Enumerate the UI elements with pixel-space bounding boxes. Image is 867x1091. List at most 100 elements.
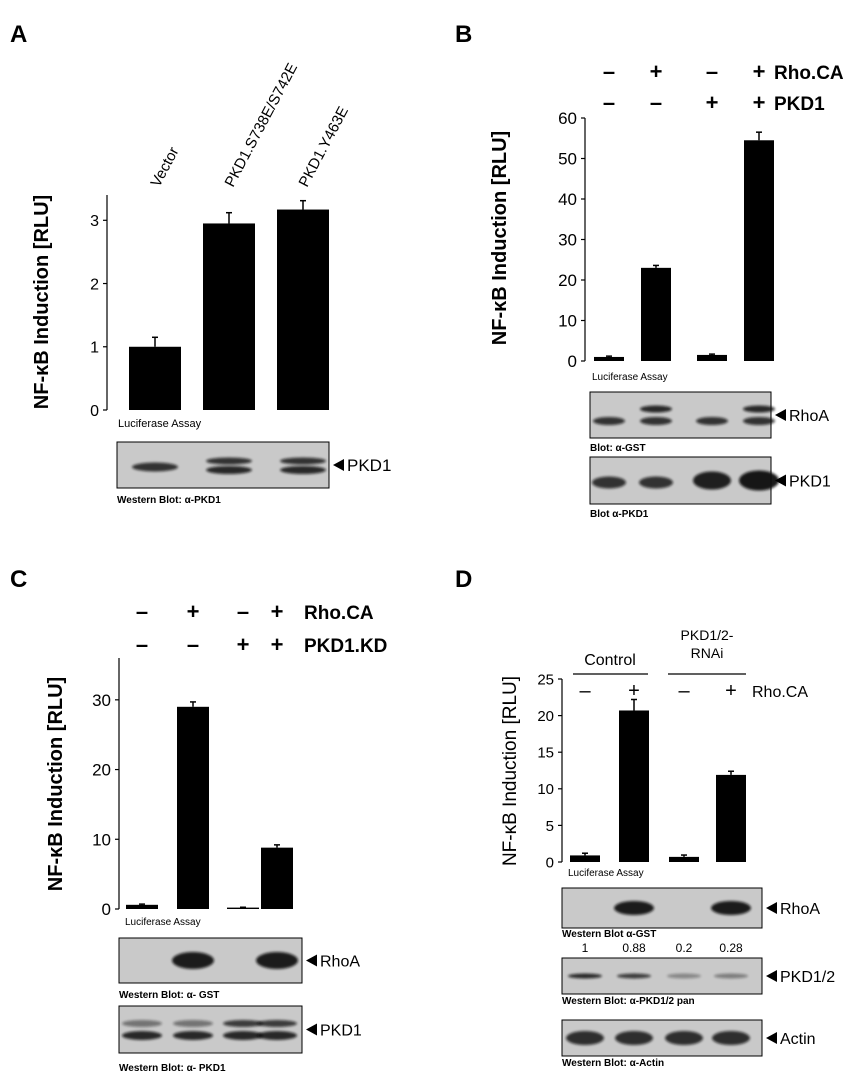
band-label: PKD1 (789, 474, 831, 491)
blot-band (712, 1031, 750, 1045)
category-label: Vector (148, 144, 183, 190)
panel-letter-b: B (455, 21, 472, 48)
y-axis-label: NF-κB Induction [RLU] (31, 195, 53, 409)
blot-band (667, 973, 701, 979)
blot-band (665, 1031, 703, 1045)
y-tick-label: 15 (537, 745, 554, 762)
blot-band (257, 1031, 297, 1040)
y-tick-label: 10 (558, 312, 577, 331)
y-axis-label: NF-κB Induction [RLU] (500, 676, 521, 866)
blot-band (593, 417, 625, 425)
panel-d: 0 5 10 15 20 25 NF-κB Induction [RLU] Luciferas… (500, 627, 835, 1069)
bar (277, 209, 329, 410)
panel-letter-c: C (10, 566, 27, 593)
condition-sign: – (603, 59, 615, 84)
y-tick-label: 2 (90, 276, 99, 293)
blot-band (639, 476, 673, 489)
condition-label: Rho.CA (774, 63, 844, 84)
blot-band (206, 466, 252, 474)
y-tick-label: 20 (537, 708, 554, 725)
blot-band (206, 457, 252, 465)
condition-sign: + (187, 599, 200, 624)
y-axis-label: NF-κB Induction [RLU] (45, 677, 67, 891)
band-arrow-icon (766, 970, 777, 982)
blot-band (566, 1031, 604, 1045)
group-label-line: PKD1/2- (681, 627, 734, 643)
condition-sign: – (237, 599, 249, 624)
condition-label: PKD1 (774, 94, 825, 115)
band-arrow-icon (306, 954, 317, 967)
condition-sign: – (650, 90, 662, 115)
y-tick-label: 30 (558, 231, 577, 250)
condition-label: Rho.CA (752, 684, 808, 701)
y-tick-label: 60 (558, 109, 577, 128)
bar (594, 356, 624, 361)
panel-letter-d: D (455, 566, 472, 593)
band-label: RhoA (320, 954, 360, 971)
condition-sign: – (579, 680, 591, 702)
blot-caption: Blot α-PKD1 (590, 509, 649, 520)
band-arrow-icon (766, 902, 777, 914)
y-tick-label: 10 (537, 781, 554, 798)
bar (669, 856, 699, 862)
group-label-rnai: PKD1/2- RNAi (681, 627, 734, 661)
group-label-control: Control (584, 652, 636, 669)
condition-sign: – (136, 599, 148, 624)
condition-sign: – (678, 680, 690, 702)
bar (641, 267, 671, 361)
blot-caption: Blot: α-GST (590, 443, 646, 454)
bar (177, 706, 209, 909)
condition-label: Rho.CA (304, 603, 374, 624)
condition-sign: – (136, 632, 148, 657)
condition-sign: – (603, 90, 615, 115)
blot-band (592, 476, 626, 489)
blot-band (614, 901, 654, 915)
blot-band (223, 1020, 263, 1027)
y-tick-label: 0 (546, 854, 554, 871)
band-label: PKD1 (320, 1023, 362, 1040)
condition-label: PKD1.KD (304, 636, 387, 657)
blot-band (743, 405, 775, 413)
bar (697, 354, 727, 361)
band-label: RhoA (780, 901, 820, 918)
band-arrow-icon (775, 474, 786, 487)
blot-band (640, 405, 672, 413)
y-tick-label: 0 (102, 900, 111, 919)
condition-sign: + (271, 632, 284, 657)
band-arrow-icon (306, 1023, 317, 1036)
blot-band (711, 901, 751, 915)
quantification-value: 0.2 (676, 941, 693, 955)
blot-band (122, 1020, 162, 1027)
band-arrow-icon (766, 1032, 777, 1044)
y-tick-label: 0 (90, 403, 99, 420)
blot-band (739, 470, 779, 491)
y-tick-label: 10 (92, 830, 111, 849)
condition-sign: + (706, 90, 719, 115)
y-tick-label: 20 (92, 761, 111, 780)
blot-band (280, 466, 326, 474)
blot-band (173, 1020, 213, 1027)
y-tick-label: 1 (90, 340, 99, 357)
blot-band (617, 973, 651, 979)
blot-band (172, 952, 214, 969)
blot-band (223, 1031, 263, 1040)
bar (227, 907, 259, 909)
y-tick-label: 50 (558, 150, 577, 169)
bar (261, 847, 293, 909)
blot-frame (589, 391, 772, 439)
bar (129, 346, 181, 410)
panel-letter-a: A (10, 21, 27, 48)
blot-band (640, 417, 672, 425)
quantification-value: 0.88 (622, 941, 646, 955)
band-arrow-icon (333, 459, 344, 471)
group-label-line: RNAi (691, 645, 724, 661)
y-tick-label: 20 (558, 271, 577, 290)
blot-band (257, 1020, 297, 1027)
blot-caption: Western Blot: α-Actin (562, 1058, 664, 1069)
blot-caption: Western Blot: α-PKD1 (117, 495, 221, 506)
blot-caption: Western Blot α-GST (562, 929, 656, 940)
condition-sign: + (753, 90, 766, 115)
y-tick-label: 25 (537, 671, 554, 688)
condition-sign: + (725, 680, 737, 702)
